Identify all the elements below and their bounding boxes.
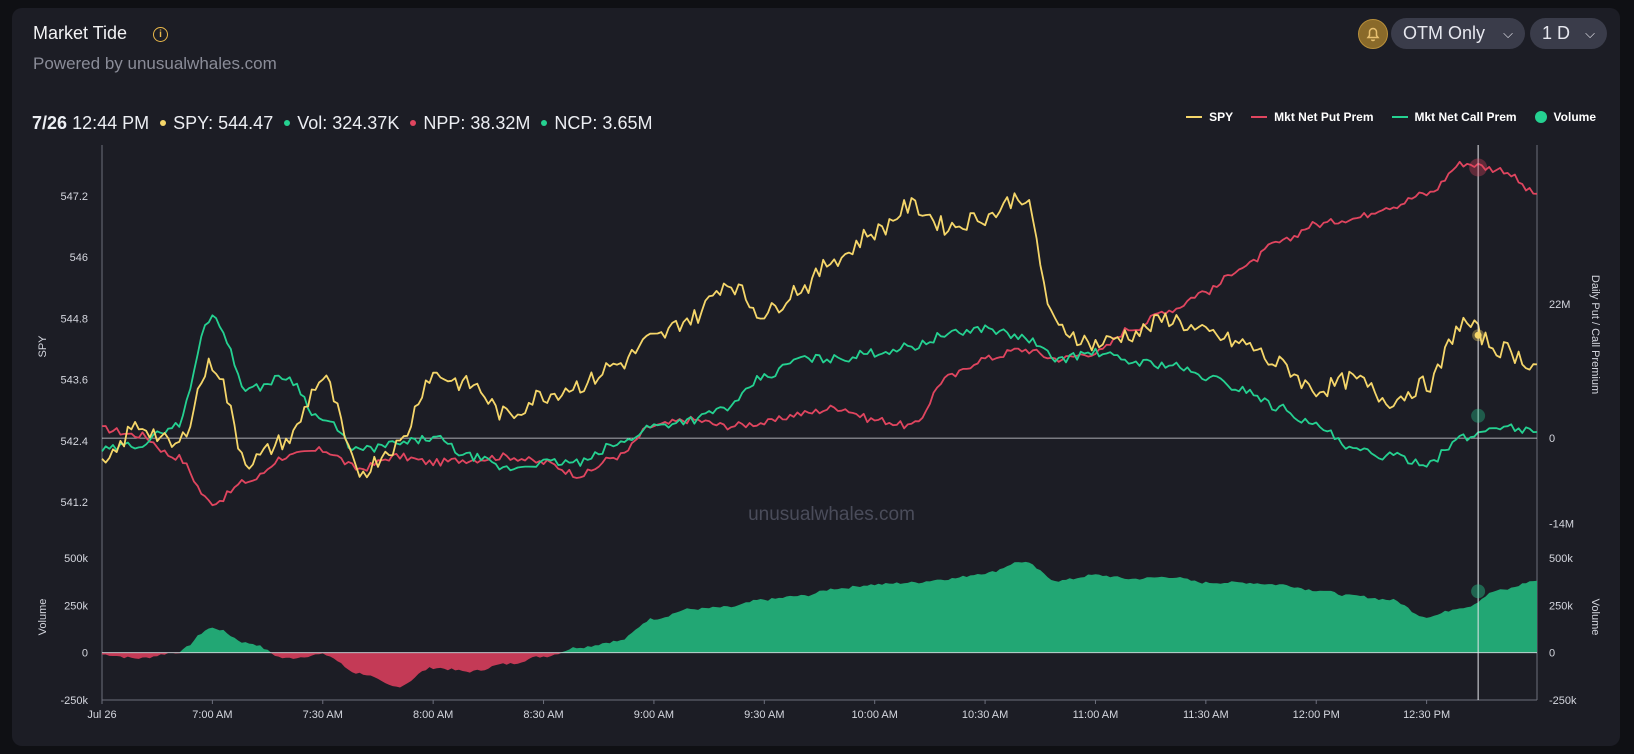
vol-dot [284, 120, 291, 126]
x-tick-label: 7:00 AM [192, 709, 232, 721]
spy-price-line [101, 192, 1538, 479]
put-premium-line [101, 160, 1538, 507]
x-tick-label: 11:30 AM [1183, 709, 1229, 721]
y-tick-label: 542.4 [60, 436, 88, 448]
otm-filter-dropdown[interactable]: OTM Only ⌵ [1391, 18, 1525, 49]
y2-tick-label: 22M [1549, 299, 1570, 311]
y-axis-title: SPY [37, 335, 49, 358]
spy-dot [160, 120, 167, 126]
legend-item-call[interactable]: Mkt Net Call Prem [1391, 110, 1517, 124]
x-tick-label: 8:30 AM [523, 709, 563, 721]
x-tick-label: Jul 26 [87, 709, 116, 721]
volume-axis-title-left: Volume [37, 599, 49, 636]
y2-tick-label: -14M [1549, 519, 1574, 531]
y-tick-label: 541.2 [60, 497, 88, 509]
ncp-dot [541, 120, 548, 126]
hover-readout: 7/26 12:44 PM SPY: 544.47 Vol: 324.37K N… [32, 113, 652, 134]
legend-label-spy: SPY [1209, 110, 1234, 124]
x-tick-label: 12:00 PM [1293, 709, 1340, 721]
crosshair-volume-point [1471, 584, 1486, 599]
chart-legend: SPY Mkt Net Put Prem Mkt Net Call Prem V… [1186, 110, 1596, 124]
readout-date: 7/26 [32, 113, 68, 133]
x-tick-label: 12:30 PM [1403, 709, 1450, 721]
y-tick-label: 546 [70, 252, 88, 264]
legend-item-put[interactable]: Mkt Net Put Prem [1251, 110, 1374, 124]
legend-swatch-call [1391, 116, 1408, 118]
y-tick-label: 543.6 [60, 375, 88, 387]
legend-label-call: Mkt Net Call Prem [1414, 110, 1517, 124]
volume-tick-label-right: 250k [1549, 600, 1573, 612]
crosshair-call-point [1471, 408, 1486, 423]
x-tick-label: 7:30 AM [303, 709, 343, 721]
watermark-text: unusualwhales.com [748, 504, 915, 525]
timeframe-label: 1 D [1542, 23, 1571, 43]
x-tick-label: 9:00 AM [634, 709, 674, 721]
chevron-down-icon: ⌵ [1585, 26, 1595, 41]
x-tick-label: 10:30 AM [962, 709, 1008, 721]
panel-subtitle: Powered by unusualwhales.com [33, 54, 277, 73]
legend-swatch-put [1251, 116, 1268, 118]
chevron-down-icon: ⌵ [1503, 26, 1513, 41]
alert-bell-button[interactable] [1358, 19, 1388, 49]
x-tick-label: 9:30 AM [744, 709, 784, 721]
x-tick-label: 11:00 AM [1073, 709, 1119, 721]
timeframe-dropdown[interactable]: 1 D ⌵ [1530, 18, 1607, 49]
volume-tick-label-left: 500k [64, 553, 88, 565]
info-icon[interactable]: i [153, 27, 168, 42]
readout-time: 12:44 PM [72, 113, 150, 133]
x-tick-label: 10:00 AM [851, 709, 897, 721]
otm-filter-label: OTM Only [1403, 23, 1486, 43]
volume-tick-label-left: 0 [82, 648, 88, 660]
volume-tick-label-left: 250k [64, 600, 88, 612]
volume-area-negative [102, 652, 1537, 688]
legend-item-volume[interactable]: Volume [1534, 110, 1596, 124]
readout-ncp: NCP: 3.65M [554, 113, 653, 133]
volume-tick-label-left: -250k [60, 695, 88, 707]
volume-tick-label-right: -250k [1549, 695, 1577, 707]
call-premium-line [101, 314, 1538, 472]
volume-axis-title-right: Volume [1589, 599, 1601, 636]
legend-swatch-spy [1186, 116, 1203, 118]
panel-title: Market Tide [33, 23, 128, 43]
y-tick-label: 544.8 [60, 313, 88, 325]
volume-area-positive [102, 561, 1537, 653]
legend-swatch-volume [1534, 111, 1547, 123]
volume-tick-label-right: 500k [1549, 553, 1573, 565]
readout-npp: NPP: 38.32M [423, 113, 531, 133]
y-tick-label: 547.2 [60, 191, 88, 203]
y2-tick-label: 0 [1549, 433, 1555, 445]
bell-icon [1366, 27, 1380, 42]
npp-dot [410, 120, 417, 126]
readout-spy: SPY: 544.47 [173, 113, 274, 133]
crosshair-spy-point [1474, 331, 1482, 339]
crosshair-put-point [1469, 158, 1488, 177]
y2-axis-title: Daily Put / Call Premium [1589, 275, 1601, 394]
legend-label-volume: Volume [1553, 110, 1596, 124]
readout-vol: Vol: 324.37K [297, 113, 400, 133]
legend-label-put: Mkt Net Put Prem [1274, 110, 1374, 124]
legend-item-spy[interactable]: SPY [1186, 110, 1233, 124]
volume-tick-label-right: 0 [1549, 648, 1555, 660]
x-tick-label: 8:00 AM [413, 709, 453, 721]
